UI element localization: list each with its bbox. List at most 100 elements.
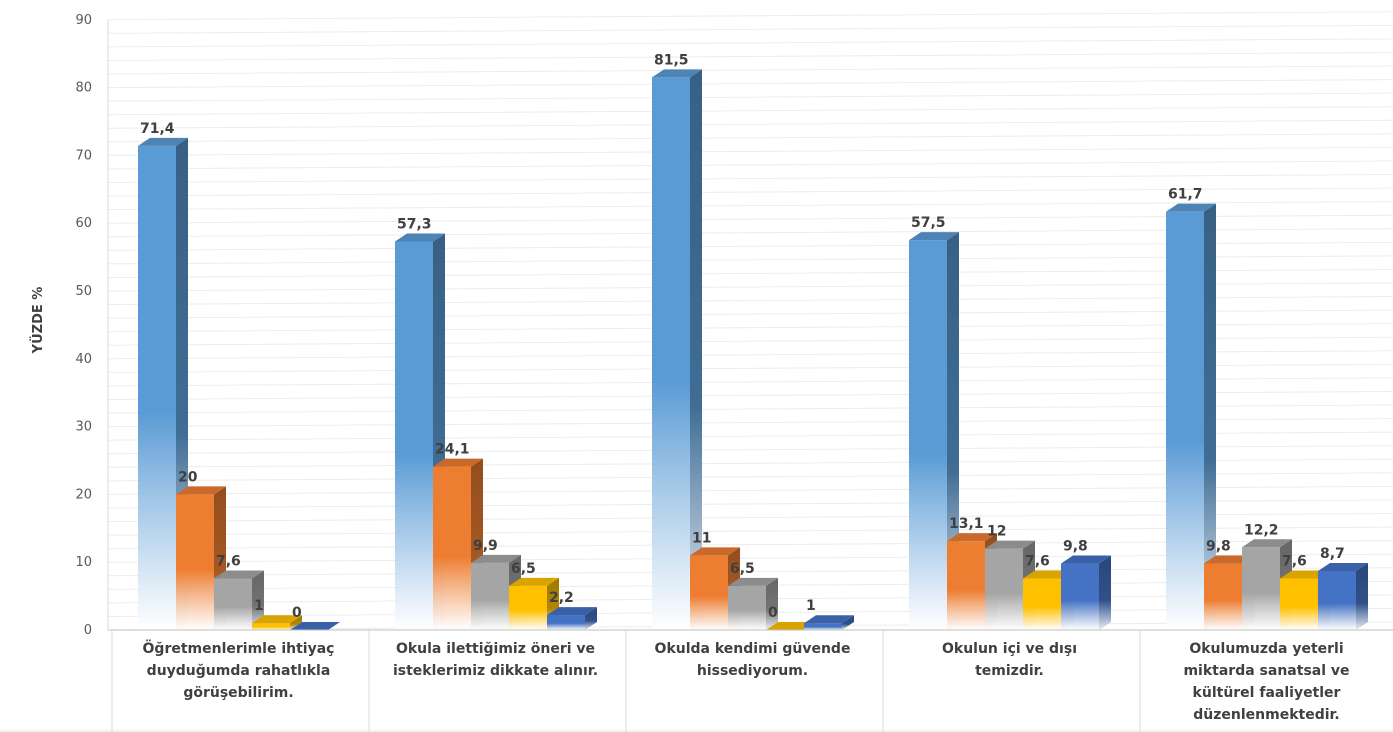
bar xyxy=(804,615,854,630)
bar xyxy=(214,570,264,630)
category-label: Okulun içi ve dışı temizdir. xyxy=(942,641,1077,679)
bar xyxy=(1318,563,1368,630)
bar-top xyxy=(985,540,1035,549)
data-label: 8,7 xyxy=(1320,546,1345,562)
bar-front xyxy=(728,585,766,630)
bar xyxy=(509,577,559,630)
bar-side xyxy=(947,232,959,630)
bar-top xyxy=(395,233,445,242)
bar-top xyxy=(652,69,702,78)
bar-front xyxy=(1061,563,1099,630)
bar-top xyxy=(1318,563,1368,572)
bar-top xyxy=(252,615,302,624)
bar-front xyxy=(395,241,433,631)
data-label: 0 xyxy=(292,605,302,621)
bar xyxy=(252,615,302,630)
bar-top xyxy=(909,232,959,241)
data-label: 20 xyxy=(178,469,198,485)
bar-front xyxy=(1280,578,1318,630)
data-label: 12,2 xyxy=(1244,522,1279,538)
bar-top xyxy=(214,570,264,579)
bar-top xyxy=(766,622,816,630)
y-tick-label: 10 xyxy=(75,555,92,570)
bar-top xyxy=(138,137,188,146)
gridline xyxy=(107,119,1393,129)
bar-top xyxy=(728,577,778,586)
y-tick-label: 20 xyxy=(75,487,92,502)
data-label: 24,1 xyxy=(435,442,470,458)
bar-front xyxy=(176,494,214,630)
y-axis: YÜZDE % 0 10 20 30 40 50 60 70 80 90 xyxy=(30,13,92,638)
bar-top xyxy=(290,622,340,630)
bar xyxy=(728,577,778,630)
category-label: Okulda kendimi güvende hissediyorum. xyxy=(655,641,851,679)
data-label: 57,5 xyxy=(911,215,946,231)
bar-front xyxy=(804,623,842,630)
bar-side xyxy=(252,570,264,630)
bar-front xyxy=(947,541,985,630)
gridline xyxy=(107,201,1393,211)
bar-top xyxy=(509,577,559,586)
bar-side xyxy=(1356,563,1368,630)
category-label: Okulumuzda yeterli miktarda sanatsal ve kü… xyxy=(1183,641,1349,723)
bar-front xyxy=(1166,211,1204,630)
data-label: 9,9 xyxy=(473,538,498,554)
data-label: 9,8 xyxy=(1206,539,1231,555)
bar-front xyxy=(909,240,947,630)
bar-front xyxy=(509,585,547,630)
y-tick-label: 90 xyxy=(75,13,92,28)
bar-front xyxy=(471,562,509,630)
bar-top xyxy=(690,547,740,556)
bar-top xyxy=(433,458,483,467)
gridline xyxy=(107,79,1393,89)
bar-side xyxy=(1204,203,1216,630)
gridline xyxy=(107,146,1393,156)
data-label: 1 xyxy=(806,598,816,614)
bar-front xyxy=(1242,547,1280,630)
y-tick-label: 0 xyxy=(84,623,92,638)
data-label: 13,1 xyxy=(949,516,984,532)
gridline xyxy=(107,24,1393,34)
data-label: 71,4 xyxy=(140,121,175,137)
data-label: 7,6 xyxy=(1282,553,1307,569)
bar xyxy=(1280,570,1330,630)
bar xyxy=(1061,555,1111,630)
data-label: 61,7 xyxy=(1168,187,1203,203)
category-label: Okula ilettiğimiz öneri ve isteklerimiz d… xyxy=(393,641,598,679)
gridline xyxy=(107,160,1393,170)
data-label: 0 xyxy=(768,605,778,621)
bar-top xyxy=(1204,555,1254,564)
bar-top xyxy=(804,615,854,624)
bar xyxy=(1166,203,1216,630)
bars xyxy=(138,69,1368,631)
data-label: 2,2 xyxy=(549,590,574,606)
data-label: 9,8 xyxy=(1063,539,1088,555)
bar xyxy=(652,69,702,631)
bar-front xyxy=(138,145,176,630)
gridline xyxy=(107,65,1393,75)
bar-front xyxy=(1023,578,1061,630)
bar-top xyxy=(1023,570,1073,579)
bar xyxy=(395,233,445,631)
category-label: Öğretmenlerimle ihtiyaç duyduğumda rahatl… xyxy=(143,639,335,701)
bar-front xyxy=(690,555,728,630)
y-tick-label: 50 xyxy=(75,284,92,299)
bar xyxy=(909,232,959,630)
y-axis-label: YÜZDE % xyxy=(30,287,46,355)
bar-front xyxy=(1318,571,1356,630)
gridline xyxy=(107,51,1393,61)
gridline xyxy=(107,106,1393,116)
bar xyxy=(547,607,597,630)
bar-top xyxy=(547,607,597,616)
bar xyxy=(290,622,340,630)
bar-side xyxy=(1099,555,1111,630)
gridline xyxy=(107,187,1393,197)
data-label: 81,5 xyxy=(654,52,689,68)
y-tick-label: 30 xyxy=(75,420,92,435)
data-label: 1 xyxy=(254,598,264,614)
bar-side xyxy=(690,69,702,631)
y-tick-label: 60 xyxy=(75,216,92,231)
bar-front xyxy=(214,578,252,630)
data-label: 57,3 xyxy=(397,217,432,233)
